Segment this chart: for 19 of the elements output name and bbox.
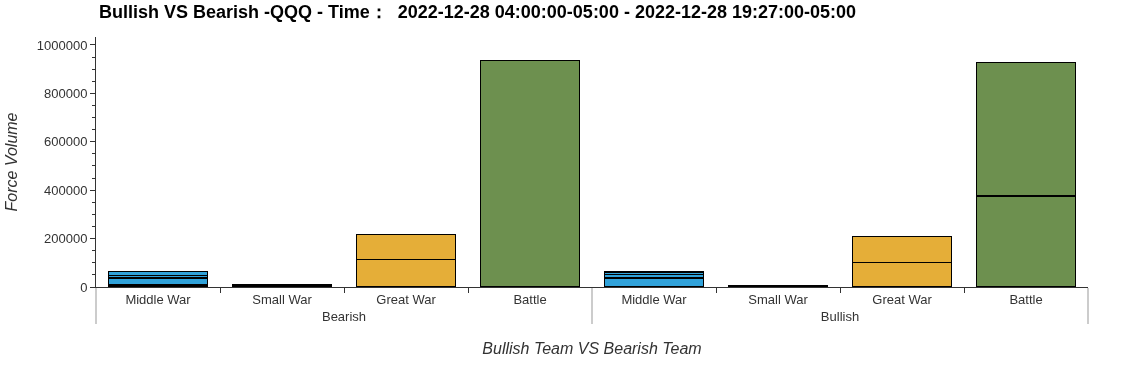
text: Bearish xyxy=(321,308,367,324)
x-tick-label: Great War xyxy=(872,291,933,307)
x-tick-label: Battle xyxy=(513,291,547,307)
y-axis-title: Force Volume xyxy=(2,112,20,212)
chart-title: Bullish VS Bearish -QQQ - Time： 2022-12-28 04:00:00-05:00 - 2022-12-28 19:27:00-05:00 xyxy=(99,2,857,23)
x-tick-label: Great War xyxy=(376,291,437,307)
y-tick-label: 400000 xyxy=(44,182,88,198)
y-tick-label: 600000 xyxy=(44,134,88,150)
text: Bullish xyxy=(820,308,860,324)
y-tick-label: 1000000 xyxy=(36,37,88,53)
x-tick-label: Small War xyxy=(748,291,809,307)
x-tick-label: Middle War xyxy=(125,291,192,307)
x-axis-title: Bullish Team VS Bearish Team xyxy=(482,340,702,358)
x-tick-label: Small War xyxy=(252,291,313,307)
x-tick-label: Battle xyxy=(1009,291,1043,307)
x-tick-label: Middle War xyxy=(621,291,688,307)
y-tick-label: 800000 xyxy=(44,85,88,101)
y-tick-label: 0 xyxy=(80,279,88,295)
y-tick-label: 200000 xyxy=(44,231,88,247)
